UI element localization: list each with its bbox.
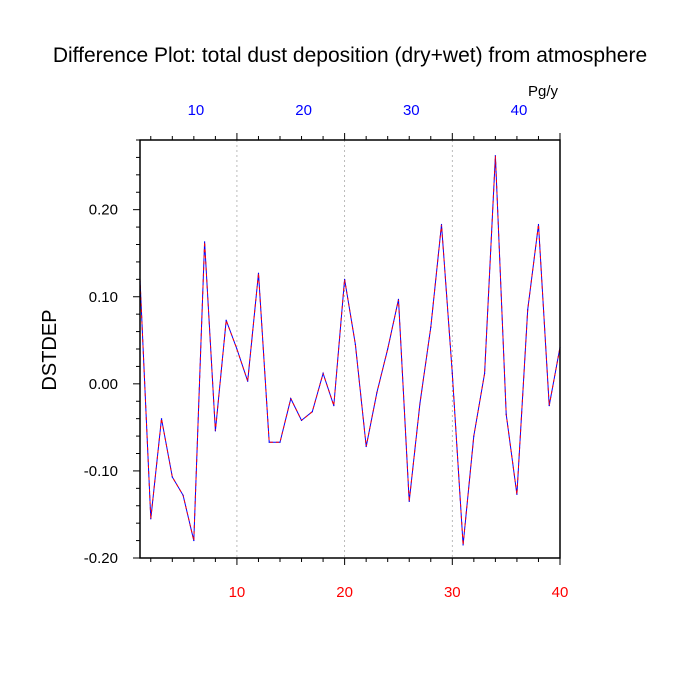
data-point [247, 380, 249, 382]
data-point [451, 372, 453, 374]
x-top-tick-label: 30 [403, 102, 420, 119]
x-top-tick-label: 40 [511, 102, 528, 119]
data-point [376, 391, 378, 394]
data-point [516, 493, 518, 496]
data-point [214, 430, 216, 432]
grid-lines [236, 140, 453, 558]
x-bottom-tick-label: 10 [229, 584, 246, 601]
data-point [548, 405, 550, 407]
data-point [430, 326, 432, 328]
data-point [494, 155, 496, 157]
data-point [527, 309, 529, 311]
x-top-tick-label: 20 [295, 102, 312, 119]
data-point [268, 441, 270, 443]
data-point [279, 441, 281, 443]
data-point [440, 223, 443, 226]
data-point [236, 348, 238, 350]
data-point [193, 539, 195, 542]
y-axis-label: DSTDEP [39, 309, 61, 390]
y-tick-label: 0.10 [89, 289, 118, 306]
data-point [333, 405, 335, 407]
tick-labels: -0.20 -0.10 0.00 0.10 0.20 10 20 30 40 10 20 30 40 [84, 102, 569, 601]
data-point [150, 518, 152, 520]
data-point [408, 500, 410, 502]
y-tick-label: 0.00 [89, 376, 118, 393]
data-point [311, 411, 313, 413]
x-bottom-tick-label: 20 [336, 584, 353, 601]
data-point [387, 348, 389, 350]
data-point [290, 398, 292, 400]
x-bottom-tick-label: 40 [552, 584, 569, 601]
series-line [139, 155, 561, 545]
data-point [300, 419, 303, 422]
data-point [473, 435, 475, 437]
data-point [354, 344, 356, 346]
chart-title: Difference Plot: total dust deposition (… [53, 44, 647, 67]
data-point [505, 413, 507, 415]
data-point [462, 544, 464, 546]
data-point [537, 223, 540, 226]
data-point [160, 418, 163, 420]
y-tick-label: -0.10 [84, 463, 118, 480]
data-point [397, 298, 400, 300]
data-point [171, 476, 173, 478]
series-line-overlay [139, 155, 561, 545]
data-point [204, 241, 206, 243]
data-point [419, 402, 421, 404]
x-top-tick-label: 10 [188, 102, 205, 119]
data-point [182, 494, 184, 496]
axis-ticks [133, 133, 561, 565]
plot-frame [139, 139, 561, 559]
series-layer [139, 155, 561, 546]
data-point [257, 272, 260, 274]
unit-label: Pg/y [528, 83, 559, 100]
y-tick-label: 0.20 [89, 202, 118, 219]
data-point [484, 372, 486, 374]
data-point [322, 372, 324, 374]
data-point [344, 278, 346, 280]
x-bottom-tick-label: 30 [444, 584, 461, 601]
data-point [365, 445, 367, 448]
y-tick-label: -0.20 [84, 550, 118, 567]
data-point [225, 319, 227, 321]
